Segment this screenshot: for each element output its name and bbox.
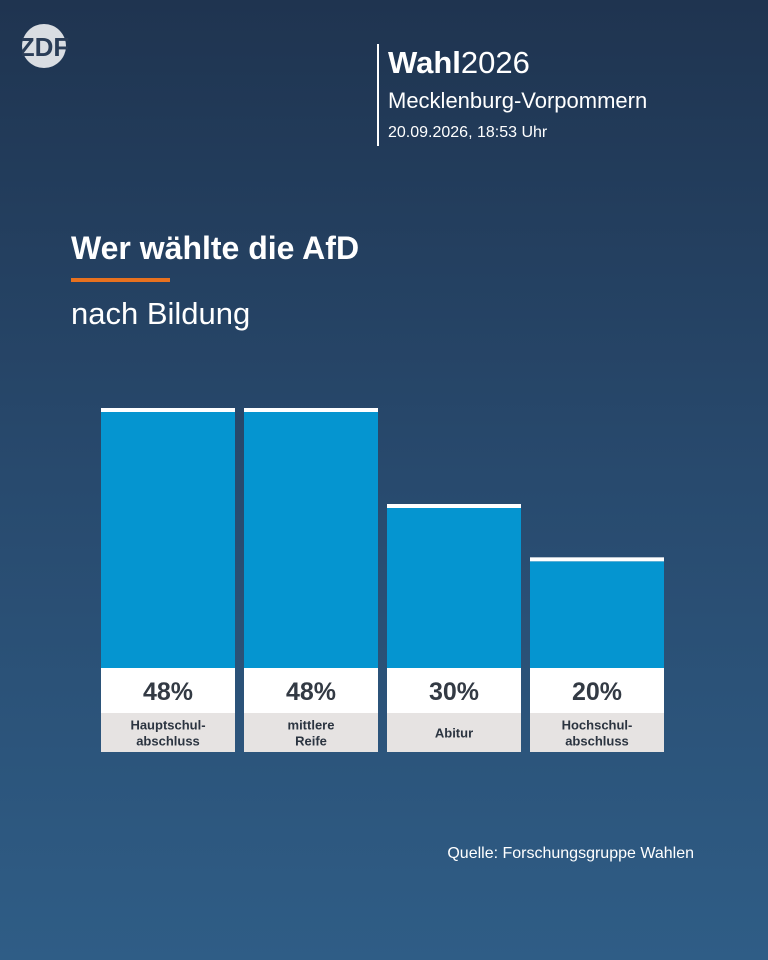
bar-value-label: 48% [143,678,193,706]
category-box [101,713,235,752]
category-label: Reife [295,734,327,749]
category-label: Abitur [435,726,473,741]
source-note: Quelle: Forschungsgruppe Wahlen [447,845,694,862]
category-label: mittlere [288,718,335,733]
bar-value-box [101,668,235,713]
bar-value-label: 30% [429,678,479,706]
brand-title: Wahl2026 [388,44,647,82]
bar-value-label: 48% [286,678,336,706]
zdf-logo-text: ZDF [22,32,69,62]
bar-value-box [387,668,521,713]
category-box [387,713,521,752]
bar-cap [387,504,521,508]
bar [387,508,521,668]
brand-year: 2026 [460,45,530,80]
chart-title: Wer wählte die AfD [71,230,360,266]
timestamp: 20.09.2026, 18:53 Uhr [388,124,548,141]
category-label: Hochschul- [562,718,633,733]
category-box [244,713,378,752]
category-box [530,713,664,752]
category-label: Hauptschul- [130,718,205,733]
brand-bold: Wahl [388,45,461,80]
region-name: Mecklenburg-Vorpommern [388,88,648,113]
category-label: abschluss [565,734,629,749]
zdf-logo-icon: ZDF [22,24,69,68]
category-label: abschluss [136,734,200,749]
bar-value-label: 20% [572,678,622,706]
bar-cap [530,557,664,562]
bar-cap [101,408,235,412]
bar [530,561,664,668]
bar [244,412,378,668]
bar-value-box [244,668,378,713]
bar [101,412,235,668]
bar-value-box [530,668,664,713]
chart-subtitle: nach Bildung [71,296,251,331]
bar-cap [244,408,378,412]
title-underline [71,278,170,282]
election-header: Wahl2026 Mecklenburg-Vorpommern 20.09.20… [377,44,647,146]
